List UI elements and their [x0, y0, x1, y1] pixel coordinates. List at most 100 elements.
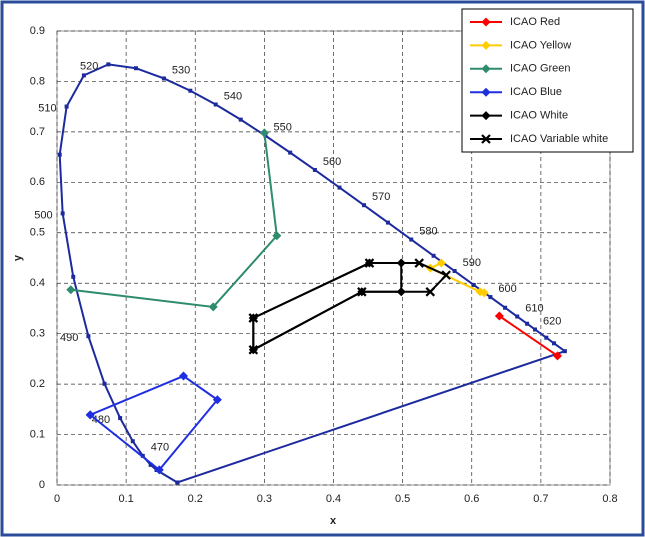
series-line-marker	[248, 313, 259, 323]
spectral-locus-marker	[118, 416, 123, 421]
spectral-locus-marker	[361, 203, 366, 208]
legend-box	[461, 8, 634, 153]
legend-marker	[481, 111, 491, 121]
spectral-locus-marker	[562, 349, 567, 354]
x-tick-label: 0.2	[188, 493, 203, 505]
y-tick-label: 0.5	[30, 227, 45, 239]
legend-marker	[481, 134, 491, 144]
spectral-locus-marker	[503, 305, 508, 310]
y-axis-title: y	[12, 254, 24, 261]
series-line-marker	[364, 258, 375, 268]
wavelength-label: 510	[38, 102, 56, 114]
y-tick-label: 0.3	[30, 328, 45, 340]
wavelength-label: 480	[92, 414, 110, 426]
spectral-locus-marker	[133, 66, 138, 71]
spectral-locus-marker	[106, 62, 111, 67]
spectral-locus-marker	[57, 152, 62, 157]
x-tick-label: 0.8	[602, 493, 617, 505]
series-line-marker	[425, 287, 436, 297]
series-line-marker	[248, 345, 259, 355]
spectral-locus-marker	[161, 76, 166, 81]
spectral-locus-marker	[525, 321, 530, 326]
x-axis-title: x	[330, 515, 337, 527]
spectral-locus-marker	[431, 253, 436, 258]
series-line-marker	[259, 128, 269, 138]
spectral-locus-marker	[409, 237, 414, 242]
legend-label: ICAO Red	[510, 16, 560, 28]
x-tick-label: 0.4	[326, 493, 341, 505]
wavelength-label: 520	[80, 60, 98, 72]
series-line	[252, 262, 448, 352]
spectral-locus-marker	[213, 102, 218, 107]
x-tick-label: 0.6	[464, 493, 479, 505]
wavelength-label: 570	[372, 191, 390, 203]
legend-label: ICAO Blue	[510, 86, 562, 98]
spectral-locus-marker	[71, 274, 76, 279]
wavelength-label: 550	[273, 122, 291, 134]
wavelength-label: 540	[224, 90, 242, 102]
spectral-locus	[58, 63, 568, 484]
spectral-locus-marker	[175, 480, 180, 485]
wavelength-label: 500	[34, 209, 52, 221]
y-tick-label: 0.7	[30, 126, 45, 138]
spectral-locus-marker	[452, 269, 457, 274]
legend-marker	[481, 87, 491, 97]
spectral-locus-marker	[102, 381, 107, 386]
series-line-marker	[272, 231, 282, 241]
series-line-marker	[436, 258, 446, 268]
y-tick-label: 0	[39, 479, 45, 491]
spectral-locus-marker	[337, 185, 342, 190]
series-line-marker	[212, 395, 222, 405]
spectral-locus-marker	[238, 117, 243, 122]
series-line-marker	[357, 287, 367, 297]
y-tick-label: 0.2	[30, 378, 45, 390]
spectral-locus-marker	[385, 220, 390, 225]
spectral-locus-marker	[312, 167, 317, 172]
series-line-marker	[208, 302, 218, 312]
spectral-locus-marker	[552, 341, 557, 346]
legend-marker	[481, 40, 491, 50]
series-line-marker	[552, 351, 562, 361]
spectral-locus-marker	[544, 335, 549, 340]
series-line-marker	[479, 288, 489, 298]
series-line-marker	[85, 410, 95, 420]
series-line	[70, 132, 278, 308]
x-tick-label: 0.5	[395, 493, 410, 505]
spectral-locus-marker	[188, 88, 193, 93]
legend-label: ICAO White	[510, 110, 568, 122]
wavelength-label: 590	[463, 257, 481, 269]
spectral-locus-marker	[60, 211, 65, 216]
wavelength-label: 600	[498, 283, 516, 295]
wavelength-label: 560	[323, 156, 341, 168]
y-tick-label: 0.8	[30, 75, 45, 87]
legend-marker	[481, 17, 491, 27]
legend-label: ICAO Yellow	[510, 39, 571, 51]
legend-label: ICAO Green	[510, 63, 571, 75]
legend-marker	[481, 64, 491, 74]
series-line-marker	[178, 371, 188, 381]
spectral-locus-marker	[488, 295, 493, 300]
y-tick-label: 0.4	[30, 277, 45, 289]
x-tick-label: 0.3	[257, 493, 272, 505]
y-tick-label: 0.1	[30, 428, 45, 440]
spectral-locus-marker	[532, 327, 537, 332]
spectral-locus-marker	[148, 462, 153, 467]
spectral-locus-marker	[86, 334, 91, 339]
series-line-marker	[494, 311, 504, 321]
series-line	[498, 315, 559, 357]
spectral-locus-marker	[81, 73, 86, 78]
y-tick-label: 0.6	[30, 176, 45, 188]
spectral-locus-marker	[288, 150, 293, 155]
series-line-marker	[66, 285, 76, 295]
spectral-locus-marker	[471, 282, 476, 287]
wavelength-label: 580	[419, 225, 437, 237]
x-tick-label: 0.7	[533, 493, 548, 505]
wavelength-label: 620	[543, 315, 561, 327]
spectral-locus-marker	[130, 439, 135, 444]
series-line-marker	[154, 465, 164, 475]
y-tick-label: 0.9	[30, 25, 45, 37]
wavelength-label: 610	[525, 302, 543, 314]
legend-label: ICAO Variable white	[510, 133, 608, 145]
